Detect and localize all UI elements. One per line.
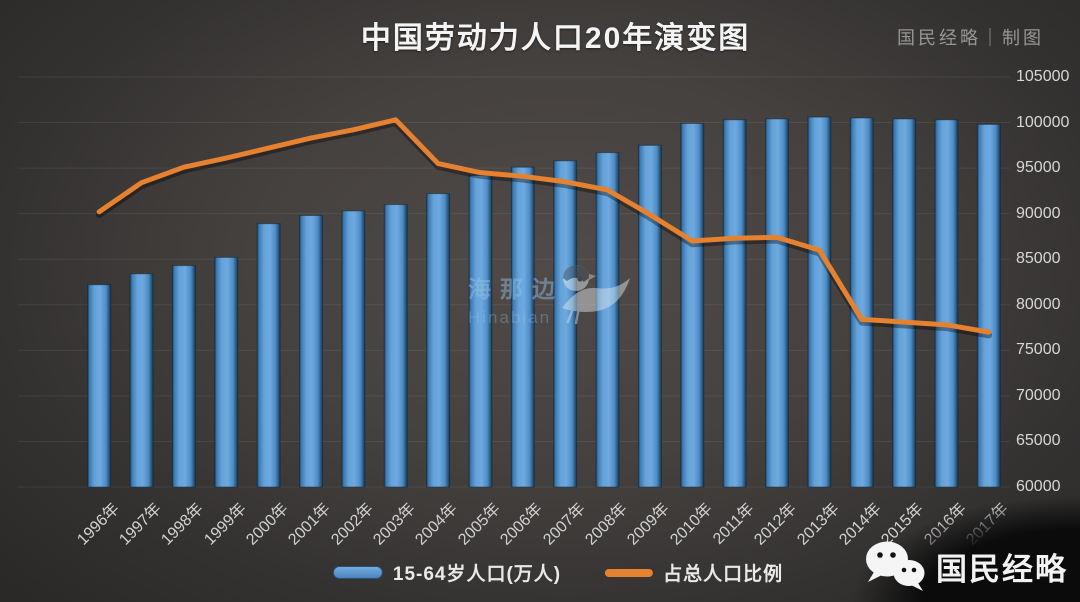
y-tick-label: 105000 <box>1016 68 1070 85</box>
legend-item-line: 占总人口比例 <box>605 559 783 586</box>
line-series-swatch <box>605 568 654 577</box>
bar <box>299 214 323 488</box>
center-watermark: 海那边 Hinabian <box>468 265 630 328</box>
bar-series-label: 15-64岁人口(万人) <box>392 564 562 585</box>
publisher-name: 国民经略 <box>936 551 1068 587</box>
bar <box>595 152 620 488</box>
y-tick-label: 70000 <box>1016 386 1061 404</box>
bar <box>341 210 366 488</box>
chart-title: 中国劳动力人口20年演变图 <box>360 22 751 55</box>
y-tick-label: 90000 <box>1016 204 1061 222</box>
bar <box>510 166 535 488</box>
corner-shade <box>780 472 1080 602</box>
y-tick-label: 95000 <box>1016 159 1061 177</box>
legend-item-bars: 15-64岁人口(万人) <box>332 559 562 586</box>
credit-text: 国民经略｜制图 <box>897 28 1044 48</box>
publisher-badge: 国民经略 <box>864 540 1068 592</box>
bar <box>256 223 281 488</box>
bar <box>637 144 662 488</box>
trend-line <box>96 117 992 335</box>
bar <box>468 174 493 488</box>
bar <box>214 256 239 488</box>
legend: 15-64岁人口(万人) 占总人口比例 <box>332 559 783 586</box>
bar <box>722 119 747 488</box>
bird-logo-icon <box>562 265 630 325</box>
bar-series-swatch <box>332 566 383 579</box>
bar <box>892 118 917 488</box>
y-tick-label: 100000 <box>1016 113 1070 131</box>
wechat-icon <box>866 541 925 591</box>
bar <box>426 193 451 488</box>
bar <box>129 273 154 488</box>
bar <box>976 123 1001 488</box>
y-tick-label: 75000 <box>1016 341 1061 359</box>
bar <box>553 160 578 488</box>
bar <box>171 265 196 488</box>
bar <box>383 204 408 488</box>
watermark-en-text: Hinabian <box>468 308 552 327</box>
bar <box>87 284 112 488</box>
line-series-label: 占总人口比例 <box>663 564 784 585</box>
bar <box>680 122 705 488</box>
bar <box>807 116 832 488</box>
watermark-cn-text: 海那边 <box>468 276 564 302</box>
y-tick-label: 80000 <box>1016 295 1061 313</box>
y-tick-label: 65000 <box>1016 432 1061 450</box>
bar <box>934 119 959 488</box>
bar <box>765 118 789 488</box>
y-tick-label: 85000 <box>1016 250 1061 268</box>
